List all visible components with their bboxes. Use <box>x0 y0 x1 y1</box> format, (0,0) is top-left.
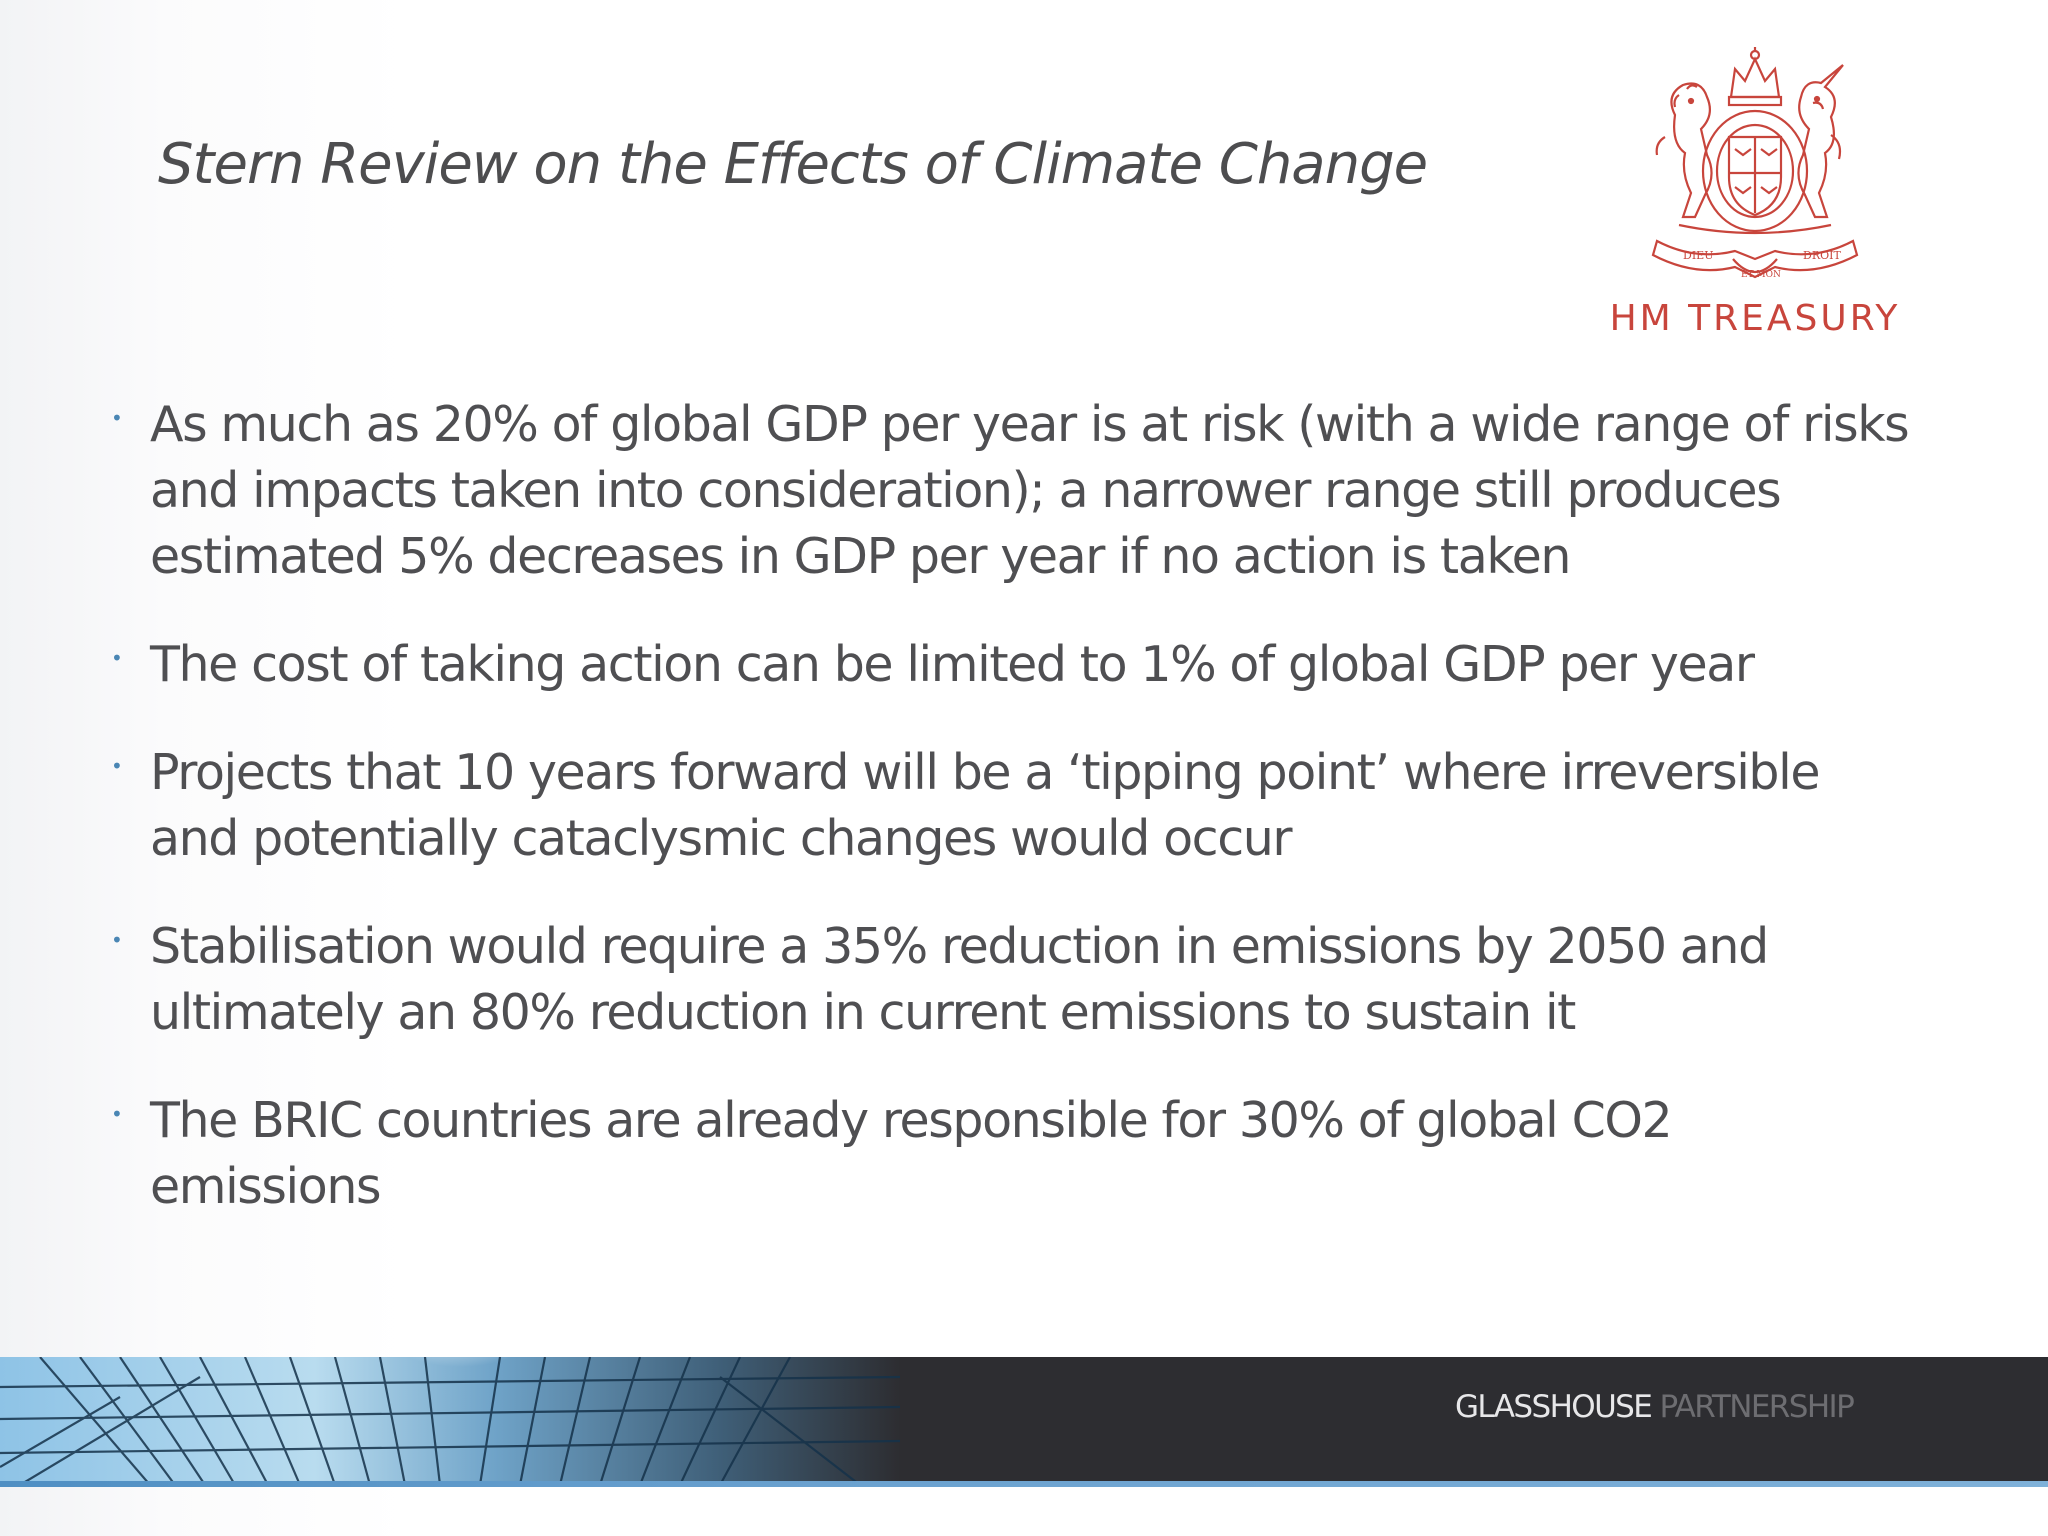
bullet-list: • As much as 20% of global GDP per year … <box>110 392 1910 1262</box>
bullet-item: • The BRIC countries are already respons… <box>110 1088 1910 1220</box>
bullet-text: The cost of taking action can be limited… <box>150 636 1755 693</box>
svg-text:ET MON: ET MON <box>1741 270 1781 280</box>
svg-text:DIEU: DIEU <box>1683 249 1713 262</box>
bullet-text: Projects that 10 years forward will be a… <box>150 744 1821 867</box>
logo-part-partnership: PARTNERSHIP <box>1651 1389 1854 1425</box>
bullet-icon: • <box>111 646 123 670</box>
royal-crest-icon: DIEU ET MON DROIT <box>1651 47 1859 280</box>
hm-treasury-wordmark: HM TREASURY <box>1609 298 1901 339</box>
bullet-text: The BRIC countries are already responsib… <box>150 1092 1673 1215</box>
slide-title: Stern Review on the Effects of Climate C… <box>158 132 1428 197</box>
svg-text:DROIT: DROIT <box>1803 249 1841 262</box>
bullet-icon: • <box>111 1102 123 1126</box>
bullet-icon: • <box>111 754 123 778</box>
hm-treasury-logo: DIEU ET MON DROIT HM TREASURY <box>1590 45 1920 345</box>
bullet-item: • As much as 20% of global GDP per year … <box>110 392 1910 590</box>
bullet-item: • Projects that 10 years forward will be… <box>110 740 1910 872</box>
bullet-item: • Stabilisation would require a 35% redu… <box>110 914 1910 1046</box>
footer-accent-line <box>0 1481 2048 1487</box>
logo-part-glasshouse: GLASSHOUSE <box>1455 1389 1653 1425</box>
bullet-item: • The cost of taking action can be limit… <box>110 632 1910 698</box>
bullet-icon: • <box>111 406 123 430</box>
glasshouse-partnership-logo: GLASSHOUSE PARTNERSHIP <box>1455 1389 1855 1425</box>
footer-band <box>0 1357 2048 1485</box>
bullet-text: As much as 20% of global GDP per year is… <box>150 396 1910 585</box>
bullet-icon: • <box>111 928 123 952</box>
bullet-text: Stabilisation would require a 35% reduct… <box>150 918 1769 1041</box>
glass-building-image <box>0 1357 900 1485</box>
